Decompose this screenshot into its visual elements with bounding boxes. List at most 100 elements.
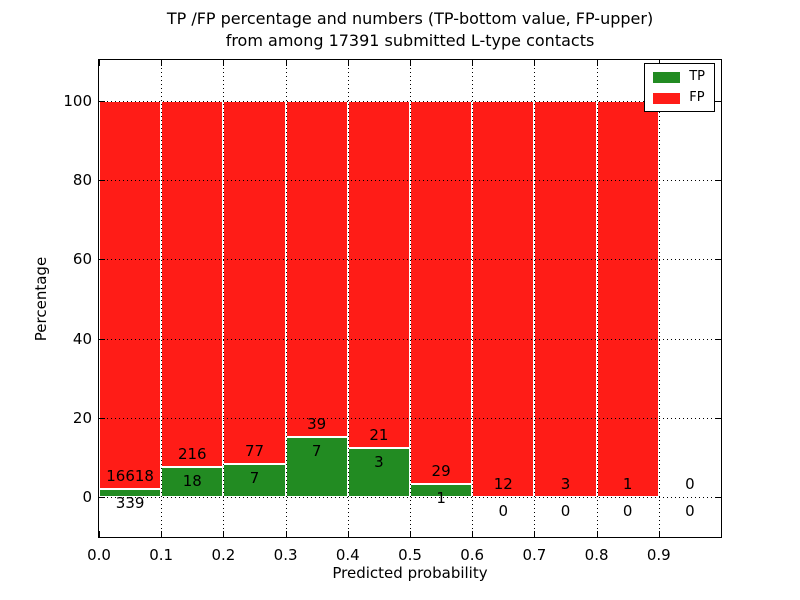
fp-count-label: 216 xyxy=(177,444,207,463)
gridline-vertical xyxy=(472,60,474,537)
legend-entry-tp: TP xyxy=(653,70,705,84)
chart-title: TP /FP percentage and numbers (TP-bottom… xyxy=(10,8,800,52)
y-tick-label: 80 xyxy=(72,171,92,190)
tick-mark-x-bottom xyxy=(658,531,660,537)
legend-swatch-fp-icon xyxy=(653,92,681,104)
bar-fp-segment xyxy=(347,101,410,448)
tick-mark-x-top xyxy=(347,60,349,66)
tick-mark-x-top xyxy=(410,60,411,66)
tick-mark-x-top xyxy=(161,60,163,66)
tp-count-label: 0 xyxy=(560,502,571,520)
tick-mark-x-top xyxy=(99,60,100,66)
chart-title-line1: TP /FP percentage and numbers (TP-bottom… xyxy=(166,9,654,28)
tick-mark-x-bottom xyxy=(99,531,100,537)
tick-mark-y-left xyxy=(99,259,105,261)
y-tick-label: 60 xyxy=(72,250,92,269)
tick-mark-x-bottom xyxy=(285,531,287,537)
x-tick-label: 0.6 xyxy=(460,546,485,564)
tick-mark-y-right xyxy=(715,338,721,340)
chart-title-line2: from among 17391 submitted L-type contac… xyxy=(225,31,595,50)
gridline-vertical xyxy=(347,60,349,537)
gridline-vertical xyxy=(658,60,660,537)
fp-count-label: 12 xyxy=(493,475,513,493)
tick-mark-y-right xyxy=(715,259,721,261)
x-tick-label: 0.0 xyxy=(87,546,111,564)
tick-mark-x-bottom xyxy=(472,531,474,537)
tick-mark-x-top xyxy=(472,60,474,66)
tick-mark-y-right xyxy=(715,497,721,498)
x-tick-label: 0.5 xyxy=(398,546,422,564)
tick-mark-x-top xyxy=(534,60,536,66)
y-tick-label: 40 xyxy=(72,329,92,348)
y-tick-label: 0 xyxy=(82,488,92,506)
gridline-vertical xyxy=(285,60,287,537)
gridline-vertical xyxy=(596,60,598,537)
legend: TP FP xyxy=(644,63,715,112)
bar-tp-segment xyxy=(161,466,224,497)
x-axis-label: Predicted probability xyxy=(332,564,488,582)
gridline-vertical xyxy=(410,60,411,537)
tick-mark-y-left xyxy=(99,338,105,340)
bar-tp-segment xyxy=(285,436,348,497)
fp-count-label: 77 xyxy=(244,442,265,460)
tick-mark-x-top xyxy=(596,60,598,66)
legend-swatch-tp-icon xyxy=(653,71,681,83)
tick-mark-x-top xyxy=(223,60,225,66)
tp-count-label: 18 xyxy=(182,471,202,490)
x-tick-label: 0.9 xyxy=(646,546,671,564)
tick-mark-x-bottom xyxy=(596,531,598,537)
fp-count-label: 0 xyxy=(685,475,695,493)
tp-count-label: 7 xyxy=(311,441,322,460)
bar-fp-segment xyxy=(223,101,286,464)
legend-label-tp: TP xyxy=(689,69,705,84)
x-tick-label: 0.3 xyxy=(273,546,298,564)
tick-mark-y-right xyxy=(715,180,721,182)
tick-mark-y-left xyxy=(99,101,105,102)
tick-mark-x-bottom xyxy=(223,531,225,537)
tick-mark-y-right xyxy=(715,417,721,419)
gridline-horizontal xyxy=(99,338,721,340)
bar-fp-segment xyxy=(99,101,162,490)
gridline-vertical xyxy=(534,60,536,537)
y-tick-label: 20 xyxy=(72,408,92,427)
bar-tp-segment xyxy=(99,489,162,497)
fp-count-label: 29 xyxy=(431,461,451,480)
legend-entry-fp: FP xyxy=(653,91,705,105)
bar-tp-segment xyxy=(347,447,410,497)
x-tick-label: 0.1 xyxy=(149,546,174,564)
gridline-horizontal xyxy=(99,101,721,102)
gridline-vertical xyxy=(223,60,225,537)
tp-count-label: 0 xyxy=(685,502,695,520)
tick-mark-y-left xyxy=(99,497,105,498)
gridline-vertical xyxy=(161,60,163,537)
fp-count-label: 16618 xyxy=(106,467,154,486)
tp-count-label: 339 xyxy=(115,494,145,513)
tp-count-label: 1 xyxy=(436,488,446,507)
gridline-horizontal xyxy=(99,497,721,498)
tick-mark-x-top xyxy=(285,60,287,66)
tick-mark-y-left xyxy=(99,417,105,419)
fp-count-label: 21 xyxy=(369,425,389,444)
tp-count-label: 3 xyxy=(374,452,384,471)
gridline-horizontal xyxy=(99,259,721,261)
y-tick-label: 100 xyxy=(63,92,92,110)
tp-count-label: 7 xyxy=(249,469,260,487)
x-tick-label: 0.2 xyxy=(211,546,236,564)
bar-fp-segment xyxy=(596,101,659,497)
legend-label-fp: FP xyxy=(689,90,705,105)
fp-count-label: 39 xyxy=(307,414,327,433)
bar-fp-segment xyxy=(161,101,224,467)
x-tick-label: 0.7 xyxy=(522,546,547,564)
gridline-horizontal xyxy=(99,417,721,419)
tick-mark-y-left xyxy=(99,180,105,182)
tick-mark-x-bottom xyxy=(410,531,411,537)
plot-area: 16618 339 216 18 77 7 39 7 21 3 29 1 12 0 3 0 1 0 0 0 TP FP xyxy=(98,59,722,538)
x-tick-label: 0.4 xyxy=(335,546,360,564)
x-tick-label: 0.8 xyxy=(584,546,609,564)
y-axis-label: Percentage xyxy=(32,256,50,342)
fp-count-label: 3 xyxy=(560,475,571,493)
bar-fp-segment xyxy=(472,101,535,497)
bar-fp-segment xyxy=(285,101,348,437)
tick-mark-x-bottom xyxy=(534,531,536,537)
